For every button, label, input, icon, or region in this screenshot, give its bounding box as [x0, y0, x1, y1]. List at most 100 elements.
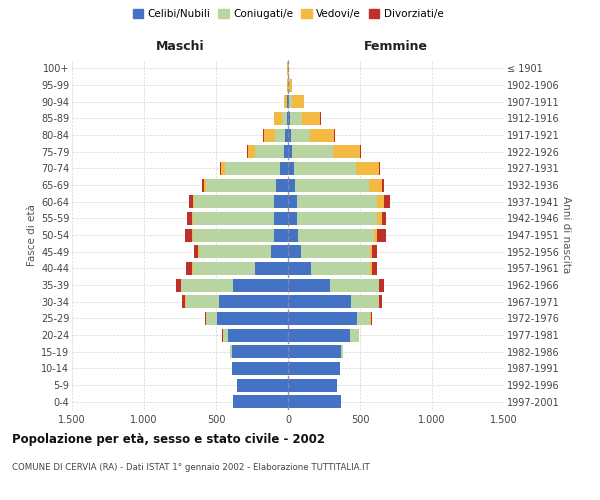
- Bar: [287, 95, 288, 108]
- Bar: [298, 228, 374, 241]
- Bar: [382, 178, 384, 192]
- Bar: [193, 195, 194, 208]
- Legend: Celibi/Nubili, Coniugati/e, Vedovi/e, Divorziati/e: Celibi/Nubili, Coniugati/e, Vedovi/e, Di…: [128, 5, 448, 24]
- Bar: [352, 295, 379, 308]
- Bar: [296, 212, 377, 225]
- Bar: [356, 162, 379, 175]
- Bar: [187, 212, 191, 225]
- Bar: [334, 128, 335, 141]
- Bar: [274, 112, 282, 125]
- Y-axis label: Fasce di età: Fasce di età: [26, 204, 37, 266]
- Bar: [221, 162, 226, 175]
- Bar: [341, 345, 343, 358]
- Bar: [368, 178, 382, 192]
- Text: Maschi: Maschi: [155, 40, 205, 52]
- Bar: [370, 245, 372, 258]
- Bar: [288, 345, 341, 358]
- Bar: [370, 312, 371, 325]
- Bar: [377, 195, 385, 208]
- Bar: [370, 262, 371, 275]
- Bar: [275, 128, 285, 141]
- Bar: [377, 228, 386, 241]
- Bar: [181, 278, 233, 291]
- Bar: [291, 128, 310, 141]
- Bar: [274, 212, 288, 225]
- Bar: [274, 228, 288, 241]
- Bar: [295, 178, 368, 192]
- Bar: [202, 178, 204, 192]
- Bar: [280, 162, 288, 175]
- Bar: [288, 212, 296, 225]
- Bar: [288, 128, 291, 141]
- Bar: [360, 145, 361, 158]
- Bar: [288, 295, 352, 308]
- Bar: [288, 378, 337, 392]
- Bar: [290, 112, 302, 125]
- Bar: [294, 162, 356, 175]
- Bar: [379, 162, 380, 175]
- Bar: [247, 145, 248, 158]
- Bar: [263, 128, 275, 141]
- Bar: [320, 112, 321, 125]
- Bar: [382, 212, 386, 225]
- Bar: [255, 145, 284, 158]
- Bar: [288, 95, 289, 108]
- Text: Femmine: Femmine: [364, 40, 428, 52]
- Text: Popolazione per età, sesso e stato civile - 2002: Popolazione per età, sesso e stato civil…: [12, 432, 325, 446]
- Bar: [232, 345, 288, 358]
- Bar: [288, 178, 295, 192]
- Bar: [185, 228, 192, 241]
- Bar: [284, 145, 288, 158]
- Bar: [288, 328, 350, 342]
- Bar: [385, 195, 390, 208]
- Bar: [287, 112, 288, 125]
- Bar: [193, 212, 274, 225]
- Bar: [194, 195, 274, 208]
- Bar: [371, 262, 377, 275]
- Bar: [277, 178, 288, 192]
- Bar: [379, 295, 382, 308]
- Bar: [186, 295, 219, 308]
- Bar: [271, 245, 288, 258]
- Bar: [232, 362, 288, 375]
- Bar: [192, 262, 193, 275]
- Bar: [302, 112, 320, 125]
- Bar: [206, 178, 277, 192]
- Bar: [226, 162, 280, 175]
- Bar: [292, 145, 332, 158]
- Bar: [185, 295, 186, 308]
- Bar: [230, 345, 232, 358]
- Bar: [193, 228, 274, 241]
- Bar: [377, 212, 382, 225]
- Bar: [357, 312, 370, 325]
- Bar: [288, 395, 341, 408]
- Bar: [288, 112, 290, 125]
- Bar: [374, 228, 377, 241]
- Bar: [191, 212, 193, 225]
- Bar: [248, 145, 255, 158]
- Bar: [296, 195, 377, 208]
- Bar: [188, 195, 193, 208]
- Bar: [292, 95, 304, 108]
- Text: COMUNE DI CERVIA (RA) - Dati ISTAT 1° gennaio 2002 - Elaborazione TUTTITALIA.IT: COMUNE DI CERVIA (RA) - Dati ISTAT 1° ge…: [12, 462, 370, 471]
- Bar: [237, 378, 288, 392]
- Bar: [274, 195, 288, 208]
- Bar: [288, 162, 294, 175]
- Bar: [289, 78, 292, 92]
- Bar: [223, 328, 227, 342]
- Y-axis label: Anni di nascita: Anni di nascita: [561, 196, 571, 274]
- Bar: [285, 128, 288, 141]
- Bar: [194, 245, 198, 258]
- Bar: [220, 162, 221, 175]
- Bar: [192, 228, 193, 241]
- Bar: [233, 278, 288, 291]
- Bar: [288, 278, 330, 291]
- Bar: [288, 195, 296, 208]
- Bar: [288, 145, 292, 158]
- Bar: [284, 95, 287, 108]
- Bar: [182, 295, 185, 308]
- Bar: [204, 178, 206, 192]
- Bar: [350, 328, 359, 342]
- Bar: [289, 95, 292, 108]
- Bar: [379, 278, 384, 291]
